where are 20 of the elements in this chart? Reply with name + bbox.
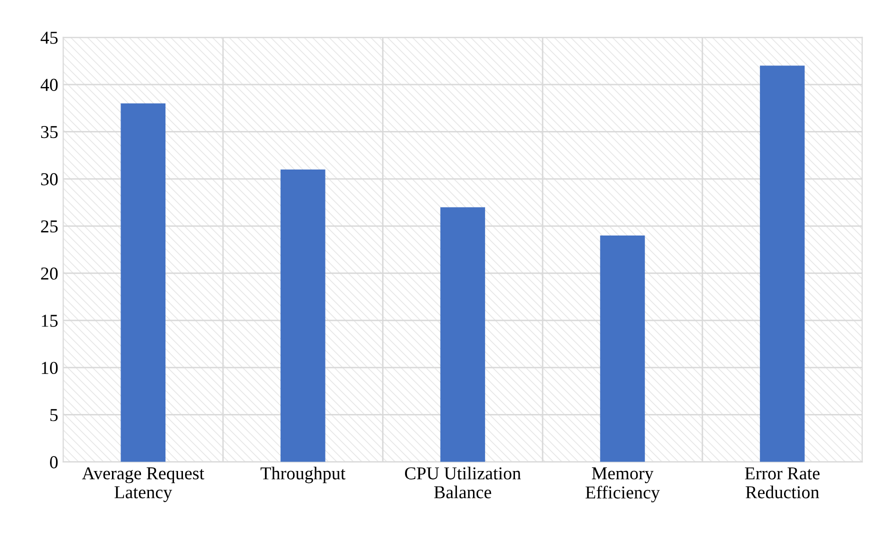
bar bbox=[600, 235, 645, 462]
y-tick-label: 35 bbox=[41, 126, 58, 138]
bar bbox=[760, 66, 805, 462]
bar bbox=[120, 103, 166, 462]
x-tick-label: Average Request Latency bbox=[82, 467, 204, 502]
y-tick-label: 0 bbox=[50, 456, 58, 468]
y-tick-label: 30 bbox=[41, 173, 58, 186]
y-tick-label: 45 bbox=[40, 32, 58, 44]
x-tick-label: Throughput bbox=[260, 466, 346, 484]
x-tick-label: CPU Utilization Balance bbox=[405, 466, 521, 498]
bar bbox=[440, 207, 486, 462]
x-tick-label: Memory Efficiency bbox=[586, 467, 660, 502]
y-tick-label: 15 bbox=[42, 314, 58, 327]
y-tick-label: 10 bbox=[42, 362, 58, 374]
y-tick-label: 20 bbox=[41, 267, 58, 280]
bar bbox=[280, 169, 326, 462]
y-tick-label: 40 bbox=[40, 78, 58, 91]
y-tick-label: 25 bbox=[41, 220, 58, 232]
x-tick-label: Error Rate Reduction bbox=[744, 467, 820, 498]
y-tick-label: 5 bbox=[50, 409, 58, 422]
